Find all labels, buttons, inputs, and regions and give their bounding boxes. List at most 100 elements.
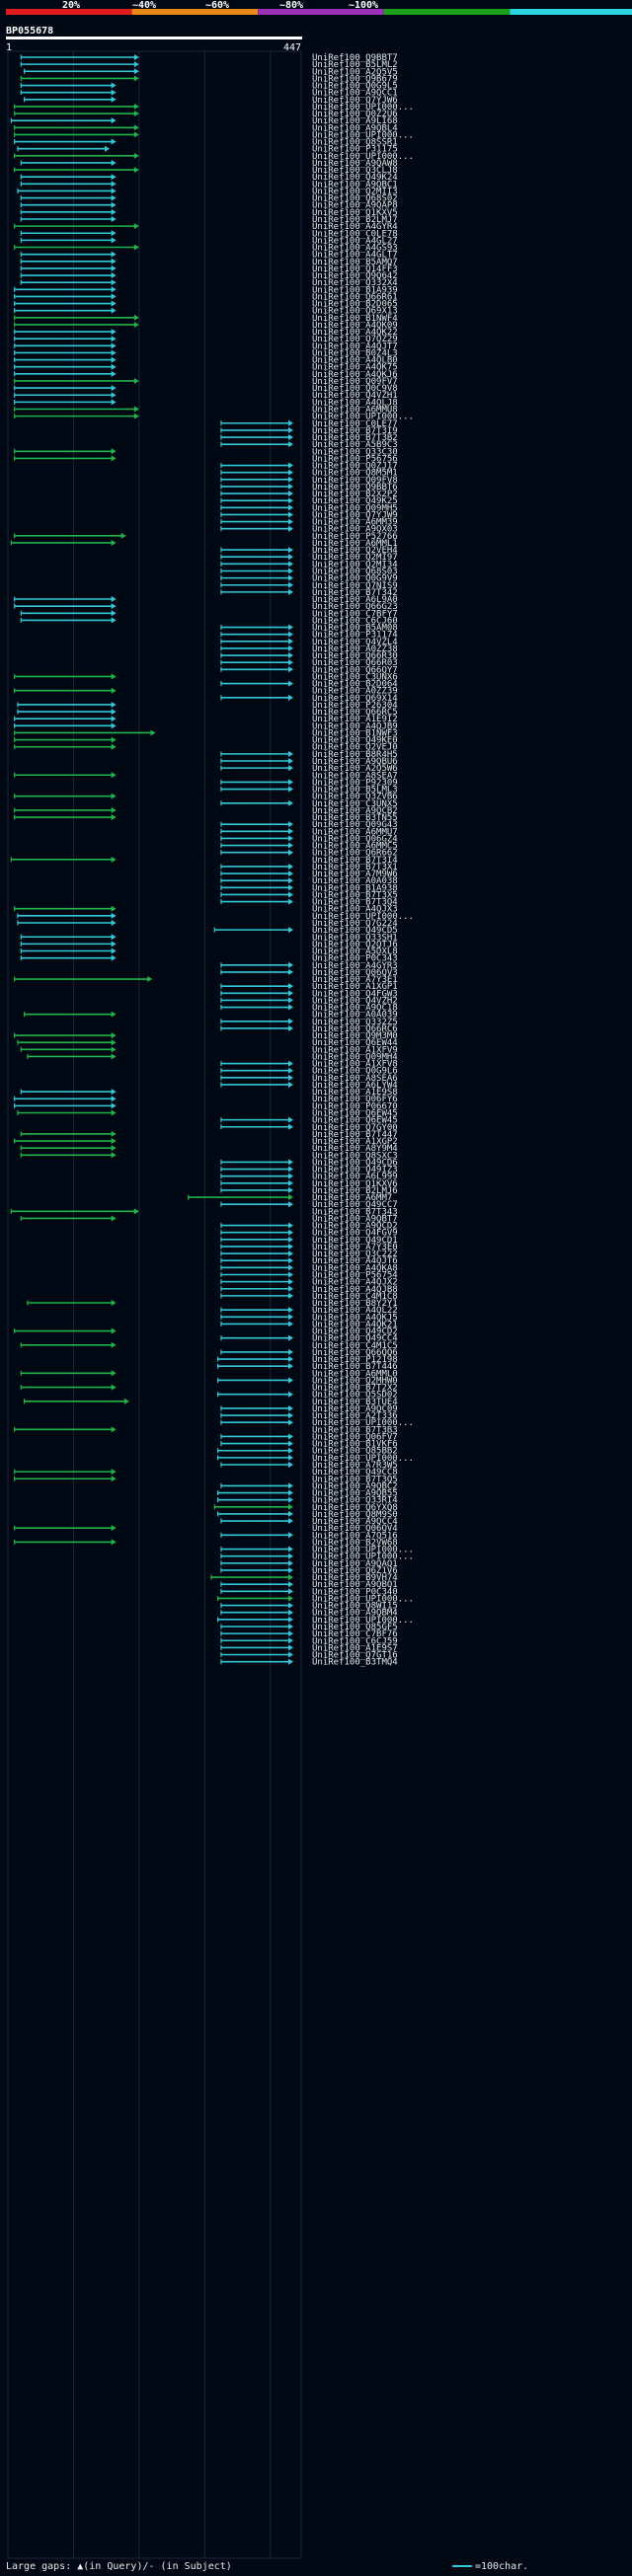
hit-row[interactable]: UniRef100_A4QK21 [220,1320,398,1329]
hit-label[interactable]: UniRef100_Q33RI4 [312,1496,398,1506]
hit-label[interactable]: UniRef100_UPI000... [312,912,414,922]
hit-label[interactable]: UniRef100_A4QKA8 [312,1263,398,1273]
hit-label[interactable]: UniRef100_A7Y3E0 [312,1243,398,1252]
hit-label[interactable]: UniRef100_P0C343 [312,954,398,964]
hit-row[interactable]: UniRef100_A9QBQ1 [220,1580,398,1590]
hit-row[interactable]: UniRef100_Q2MI97 [220,553,398,563]
hit-row[interactable]: UniRef100_A4QJB8 [220,1285,398,1295]
hit-row[interactable]: UniRef100_Q33C30 [14,447,398,457]
hit-label[interactable]: UniRef100_P31174 [312,631,398,641]
hit-label[interactable]: UniRef100_P92309 [312,778,398,788]
hit-label[interactable]: UniRef100_A6MMU7 [312,827,398,837]
hit-row[interactable]: UniRef100_Q3CLJ8 [14,166,398,176]
hit-row[interactable]: UniRef100_P31175 [17,145,398,155]
hit-row[interactable]: UniRef100_A2T336 [220,1411,398,1421]
hit-row[interactable]: UniRef100_A4QK75 [14,363,398,373]
hit-label[interactable]: UniRef100_A4QKJ6 [312,370,398,380]
hit-label[interactable]: UniRef100_Q49K25 [312,496,398,506]
hit-label[interactable]: UniRef100_A9QB55 [312,1489,398,1499]
hit-row[interactable]: UniRef100_Q6R662 [220,849,398,859]
hit-row[interactable]: UniRef100_A4QJX2 [220,1278,398,1288]
hit-row[interactable]: UniRef100_UPI000... [17,912,414,922]
hit-row[interactable]: UniRef100_Q49CD2 [14,1327,398,1337]
hit-label[interactable]: UniRef100_A9QBU6 [312,757,398,767]
hit-row[interactable]: UniRef100_A4QJT6 [220,1256,398,1266]
hit-label[interactable]: UniRef100_B3TUE4 [312,1398,398,1407]
hit-row[interactable]: UniRef100_Q9Q642 [20,271,398,281]
hit-label[interactable]: UniRef100_Q66R30 [312,651,398,661]
hit-label[interactable]: UniRef100_A9QBQ1 [312,1580,398,1590]
hit-label[interactable]: UniRef100_Q6YXQ8 [312,1503,398,1513]
hit-label[interactable]: UniRef100_B7T3X5 [312,890,398,900]
hit-row[interactable]: UniRef100_A1E9S7 [220,1643,398,1653]
hit-row[interactable]: UniRef100_Q85GF5 [220,1623,398,1632]
hit-row[interactable]: UniRef100_Q2VEJ0 [14,743,398,753]
hit-row[interactable]: UniRef100_Q68S03 [220,567,398,576]
hit-label[interactable]: UniRef100_B2D064 [312,680,398,690]
hit-row[interactable]: UniRef100_Q66RC6 [220,1024,398,1034]
hit-label[interactable]: UniRef100_Q66RC6 [312,1024,398,1034]
hit-label[interactable]: UniRef100_A4QJX2 [312,1278,398,1288]
hit-label[interactable]: UniRef100_A9QAP8 [312,201,398,211]
hit-label[interactable]: UniRef100_Q1KXV5 [312,208,398,218]
hit-row[interactable]: UniRef100_Q66QY7 [220,665,398,675]
hit-label[interactable]: UniRef100_A6MML0 [312,1369,398,1379]
hit-label[interactable]: UniRef100_Q2QTJ6 [312,940,398,949]
hit-row[interactable]: UniRef100_Q06FY6 [14,1095,398,1104]
hit-row[interactable]: UniRef100_Q06GZ4 [220,834,398,844]
hit-row[interactable]: UniRef100_B2LMJ6 [220,1186,398,1196]
hit-row[interactable]: UniRef100_Q69X13 [14,307,398,317]
hit-row[interactable]: UniRef100_A9QCC4 [220,1517,398,1527]
hit-label[interactable]: UniRef100_Q6R662 [312,849,398,859]
hit-label[interactable]: UniRef100_A9LI68 [312,116,398,126]
hit-row[interactable]: UniRef100_UPI000... [14,152,414,162]
hit-label[interactable]: UniRef100_Q49K24 [312,173,398,183]
hit-label[interactable]: UniRef100_Q9Q642 [312,271,398,281]
hit-label[interactable]: UniRef100_B7T343 [312,1207,398,1217]
hit-row[interactable]: UniRef100_A4GL27 [20,236,398,246]
hit-row[interactable]: UniRef100_A7Q516 [220,1531,398,1541]
hit-label[interactable]: UniRef100_Q4VZL4 [312,638,398,647]
hit-row[interactable]: UniRef100_Q33SH1 [20,933,398,943]
hit-label[interactable]: UniRef100_A9QBL4 [312,123,398,133]
hit-row[interactable]: UniRef100_A2Q5V5 [24,67,398,77]
hit-row[interactable]: UniRef100_A4QK09 [14,321,398,331]
hit-label[interactable]: UniRef100_Q4VZH2 [312,996,398,1006]
hit-row[interactable]: UniRef100_B7T447 [20,1130,398,1140]
hit-row[interactable]: UniRef100_Q49K24 [20,173,398,183]
hit-row[interactable]: UniRef100_Q3C222 [220,1250,398,1259]
hit-row[interactable]: UniRef100_A4QJB9 [14,721,398,731]
hit-row[interactable]: UniRef100_Q85BB2 [217,1447,398,1457]
hit-label[interactable]: UniRef100_B7T3B3 [312,1425,398,1435]
hit-label[interactable]: UniRef100_Q49CC7 [312,1200,398,1210]
hit-label[interactable]: UniRef100_Q8WI15 [312,1602,398,1612]
hit-row[interactable]: UniRef100_A6MMU8 [14,406,398,416]
hit-row[interactable]: UniRef100_UPI000... [14,413,414,422]
hit-label[interactable]: UniRef100_Q14FF3 [312,265,398,274]
hit-label[interactable]: UniRef100_Q69X14 [312,694,398,704]
hit-row[interactable]: UniRef100_A1XFV8 [220,1060,398,1070]
hit-label[interactable]: UniRef100_Q9B679 [312,74,398,84]
hit-row[interactable]: UniRef100_B1NWF3 [14,728,398,738]
hit-row[interactable]: UniRef100_B7T3Q5 [14,1475,398,1484]
hit-label[interactable]: UniRef100_Q2MI34 [312,560,398,569]
hit-row[interactable]: UniRef100_B5LML3 [220,786,398,796]
hit-row[interactable]: UniRef100_A0ZZ39 [14,687,398,697]
hit-label[interactable]: UniRef100_A4QKJ5 [312,1313,398,1323]
hit-row[interactable]: UniRef100_A9QCD2 [220,1222,398,1232]
hit-label[interactable]: UniRef100_Q49CD5 [312,926,398,936]
hit-label[interactable]: UniRef100_A6MMC5 [312,842,398,852]
hit-row[interactable]: UniRef100_B5LML2 [20,60,398,70]
hit-label[interactable]: UniRef100_A6L999 [312,1173,398,1182]
hit-row[interactable]: UniRef100_A4QKJ5 [220,1313,398,1323]
hit-label[interactable]: UniRef100_Q1KXV6 [312,1179,398,1189]
hit-row[interactable]: UniRef100_A1XGP2 [14,1137,398,1147]
hit-row[interactable]: UniRef100_Q8M5M1 [220,469,398,479]
hit-row[interactable]: UniRef100_B7T2X2 [20,1384,398,1394]
hit-row[interactable]: UniRef100_B2LMJ7 [20,215,398,225]
hit-label[interactable]: UniRef100_Q68S03 [312,567,398,576]
hit-row[interactable]: UniRef100_A4GYR4 [14,222,398,232]
hit-row[interactable]: UniRef100_A6MM7 [188,1193,393,1203]
hit-label[interactable]: UniRef100_Q09MH5 [312,503,398,513]
hit-row[interactable]: UniRef100_A5B9C3 [220,440,398,450]
